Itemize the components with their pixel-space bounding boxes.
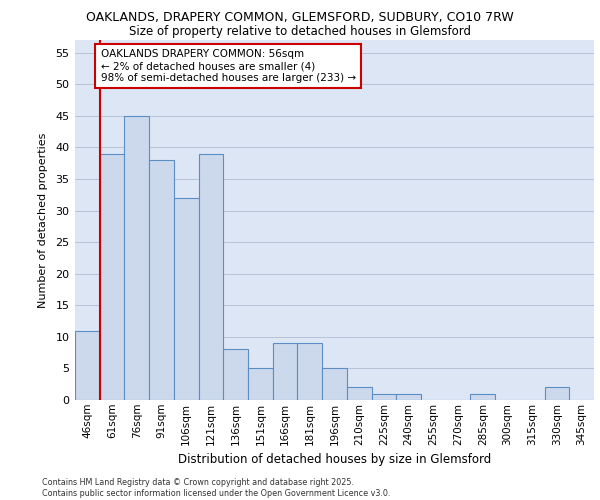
Bar [470,394,495,400]
Bar [174,198,199,400]
Text: OAKLANDS, DRAPERY COMMON, GLEMSFORD, SUDBURY, CO10 7RW: OAKLANDS, DRAPERY COMMON, GLEMSFORD, SUD… [86,11,514,24]
Bar [545,388,569,400]
Text: OAKLANDS DRAPERY COMMON: 56sqm
← 2% of detached houses are smaller (4)
98% of se: OAKLANDS DRAPERY COMMON: 56sqm ← 2% of d… [101,50,356,82]
Bar [124,116,149,400]
Bar [199,154,223,400]
Text: Size of property relative to detached houses in Glemsford: Size of property relative to detached ho… [129,25,471,38]
Y-axis label: Number of detached properties: Number of detached properties [38,132,49,308]
Bar [100,154,124,400]
Bar [149,160,174,400]
Text: Contains HM Land Registry data © Crown copyright and database right 2025.
Contai: Contains HM Land Registry data © Crown c… [42,478,391,498]
X-axis label: Distribution of detached houses by size in Glemsford: Distribution of detached houses by size … [178,453,491,466]
Bar [396,394,421,400]
Bar [371,394,396,400]
Bar [347,388,371,400]
Bar [75,330,100,400]
Bar [273,343,298,400]
Bar [298,343,322,400]
Bar [322,368,347,400]
Bar [223,350,248,400]
Bar [248,368,273,400]
